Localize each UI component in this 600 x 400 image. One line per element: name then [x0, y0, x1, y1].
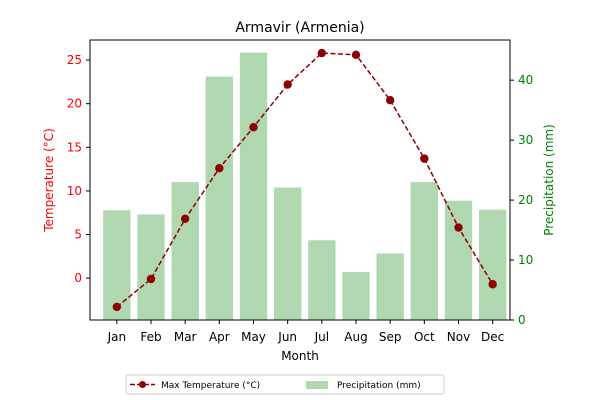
- x-tick-label: Apr: [209, 330, 230, 344]
- precipitation-bar-mar: [171, 182, 199, 320]
- precipitation-bar-oct: [410, 182, 438, 320]
- left-tick-label: 5: [74, 228, 82, 242]
- temperature-point-aug: [351, 50, 361, 60]
- plot-frame: [89, 39, 511, 321]
- temperature-point-jun: [283, 80, 292, 89]
- legend-label-precipitation: Precipitation (mm): [337, 381, 421, 391]
- right-tick-label: 0: [518, 313, 526, 327]
- temperature-point-mar: [180, 214, 190, 224]
- left-tick-label: 25: [67, 53, 82, 67]
- temperature-point-jan: [112, 302, 122, 312]
- right-tick-label: 10: [518, 253, 533, 267]
- temperature-point-apr: [215, 164, 224, 173]
- temperature-line-path: [116, 52, 494, 308]
- x-tick-label: Aug: [344, 330, 367, 344]
- legend-bar-swatch: [306, 381, 328, 389]
- precipitation-bar-jul: [308, 240, 336, 320]
- precipitation-bar-nov: [444, 200, 473, 320]
- precipitation-bar-apr: [205, 76, 233, 320]
- precipitation-bar-dec: [479, 209, 507, 320]
- x-tick-label: Feb: [140, 330, 161, 344]
- precipitation-bar-may: [239, 52, 268, 321]
- x-tick-label: Jul: [314, 330, 329, 344]
- left-tick-label: 0: [74, 271, 82, 285]
- temperature-point-jul: [317, 48, 327, 58]
- left-axis-label: Temperature (°C): [42, 128, 56, 233]
- x-tick-label: Dec: [481, 330, 504, 344]
- precipitation-bars: [103, 52, 507, 321]
- temperature-point-feb: [146, 274, 156, 284]
- right-axis-label: Precipitation (mm): [542, 124, 556, 236]
- left-tick-label: 10: [67, 184, 82, 198]
- right-tick-label: 40: [518, 73, 533, 87]
- precipitation-bar-sep: [376, 253, 404, 320]
- legend-box: [125, 374, 445, 395]
- right-axis-ticks: 0 10 20 30 40: [510, 73, 533, 327]
- legend-marker-swatch: [139, 381, 146, 388]
- right-tick-label: 30: [518, 133, 533, 147]
- x-tick-label: Mar: [174, 330, 197, 344]
- left-axis-ticks: 0 5 10 15 20 25: [67, 53, 90, 285]
- left-tick-label: 20: [67, 97, 82, 111]
- legend: Max Temperature (°C) Precipitation (mm): [125, 374, 445, 395]
- precipitation-bar-aug: [342, 272, 370, 320]
- x-tick-label: Jun: [277, 330, 297, 344]
- x-tick-label: Oct: [414, 330, 435, 344]
- x-axis-label: Month: [281, 349, 319, 363]
- temperature-point-oct: [420, 154, 429, 163]
- chart-title: Armavir (Armenia): [235, 20, 364, 36]
- left-tick-label: 15: [67, 140, 82, 154]
- x-axis-ticks: Jan Feb Mar Apr May Jun Jul Aug Sep Oct Nov Dec: [107, 320, 504, 344]
- right-tick-label: 20: [518, 193, 533, 207]
- temperature-point-may: [249, 123, 258, 132]
- x-tick-label: Sep: [379, 330, 402, 344]
- temperature-point-dec: [488, 280, 497, 289]
- temperature-point-nov: [454, 223, 463, 232]
- x-tick-label: Jan: [107, 330, 127, 344]
- x-tick-label: Nov: [447, 330, 470, 344]
- precipitation-bar-jun: [274, 187, 302, 320]
- temperature-line: [112, 48, 497, 312]
- precipitation-bar-feb: [137, 214, 165, 320]
- temperature-point-sep: [385, 95, 395, 105]
- legend-label-temperature: Max Temperature (°C): [161, 381, 260, 391]
- precipitation-bar-jan: [103, 210, 131, 320]
- x-tick-label: May: [241, 330, 266, 344]
